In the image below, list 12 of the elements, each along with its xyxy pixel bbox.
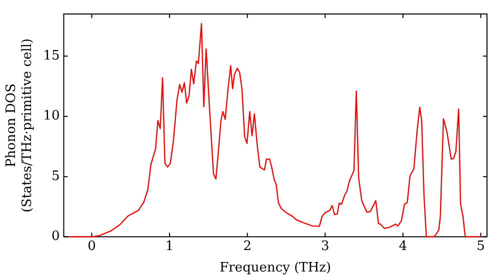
x-tick-label: 2 [243, 238, 252, 254]
x-axis-title: Frequency (THz) [220, 260, 332, 276]
x-tick-label: 1 [165, 238, 174, 254]
y-tick-label: 0 [51, 229, 60, 244]
x-tick-label: 0 [88, 238, 96, 254]
x-tick-label: 5 [476, 238, 485, 254]
y-axis-title: Phonon DOS (States/THz·primitive cell) [4, 38, 35, 212]
y-tick-label: 15 [43, 48, 60, 64]
x-tick-label: 4 [398, 238, 408, 254]
y-tick-label: 5 [51, 168, 60, 184]
y-tick-label: 10 [43, 108, 60, 124]
x-tick-label: 3 [321, 238, 330, 254]
